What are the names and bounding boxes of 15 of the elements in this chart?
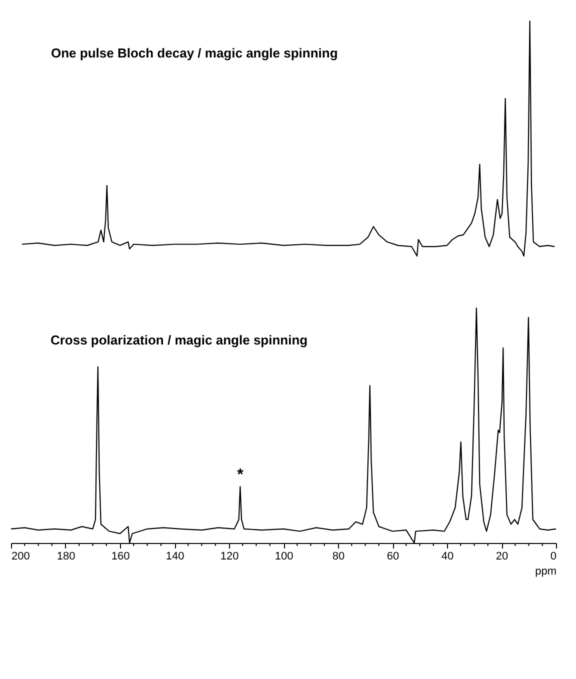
x-tick-label: 80: [332, 550, 345, 562]
annotation: *: [237, 466, 244, 484]
text: One pulse Bloch decay / magic angle spinning: [51, 45, 338, 60]
x-tick-label: 180: [56, 550, 76, 562]
x-tick-label: 140: [166, 550, 184, 562]
x-tick-label: 0: [550, 550, 556, 562]
x-tick-label: 200: [12, 550, 30, 562]
x-tick-label: 20: [496, 550, 508, 562]
x-tick-label: 40: [441, 550, 454, 562]
text: Cross polarization / magic angle spinning: [50, 332, 308, 348]
x-tick-label: 160: [111, 550, 130, 562]
x-tick-label: 100: [274, 550, 294, 562]
x-tick-label: 120: [220, 550, 239, 562]
x-axis-title: ppm: [535, 566, 556, 578]
x-tick-label: 60: [386, 550, 400, 562]
